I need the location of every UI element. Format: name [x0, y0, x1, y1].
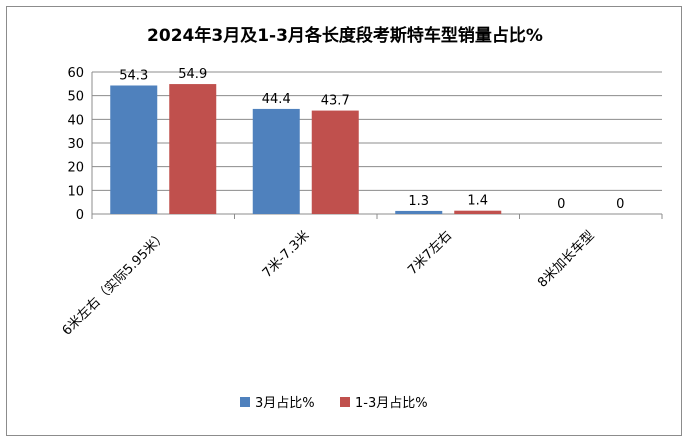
legend-label: 3月占比% [255, 396, 315, 411]
category-label: 8米加长车型 [534, 228, 597, 291]
y-tick-label: 30 [67, 137, 84, 152]
bar [312, 111, 359, 214]
data-label: 0 [557, 197, 565, 212]
category-label: 7米7左右 [405, 228, 455, 278]
data-label: 43.7 [321, 94, 350, 109]
data-label: 54.9 [178, 67, 207, 82]
category-label: 6米左右（实际5.95米） [60, 228, 170, 338]
legend-label: 1-3月占比% [355, 396, 428, 411]
y-tick-label: 20 [67, 161, 84, 176]
y-tick-label: 40 [67, 113, 84, 128]
data-label: 1.4 [467, 194, 488, 209]
legend: 3月占比% 1-3月占比% [240, 396, 428, 411]
chart-title: 2024年3月及1-3月各长度段考斯特车型销量占比% [147, 25, 543, 46]
y-tick-label: 0 [76, 208, 84, 223]
category-labels: 6米左右（实际5.95米） 7米-7.3米 7米7左右 8米加长车型 [60, 228, 598, 339]
bar [454, 211, 501, 214]
y-tick-label: 50 [67, 90, 84, 105]
data-label: 1.3 [408, 194, 429, 209]
bar [110, 85, 157, 214]
bar [395, 211, 442, 214]
y-tick-label: 60 [67, 66, 84, 81]
data-label: 54.3 [119, 68, 148, 83]
data-label: 44.4 [262, 92, 291, 107]
legend-swatch [240, 397, 250, 407]
bar [253, 109, 300, 214]
bars [110, 84, 501, 214]
y-tick-label: 10 [67, 184, 84, 199]
category-label: 7米-7.3米 [260, 228, 313, 281]
legend-swatch [340, 397, 350, 407]
bar [169, 84, 216, 214]
data-label: 0 [616, 197, 624, 212]
